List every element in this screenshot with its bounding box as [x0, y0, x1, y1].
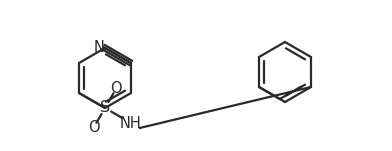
Text: O: O — [88, 120, 100, 135]
Text: S: S — [100, 101, 110, 116]
Text: NH: NH — [120, 116, 142, 130]
Text: N: N — [94, 40, 105, 55]
Text: O: O — [110, 81, 122, 96]
